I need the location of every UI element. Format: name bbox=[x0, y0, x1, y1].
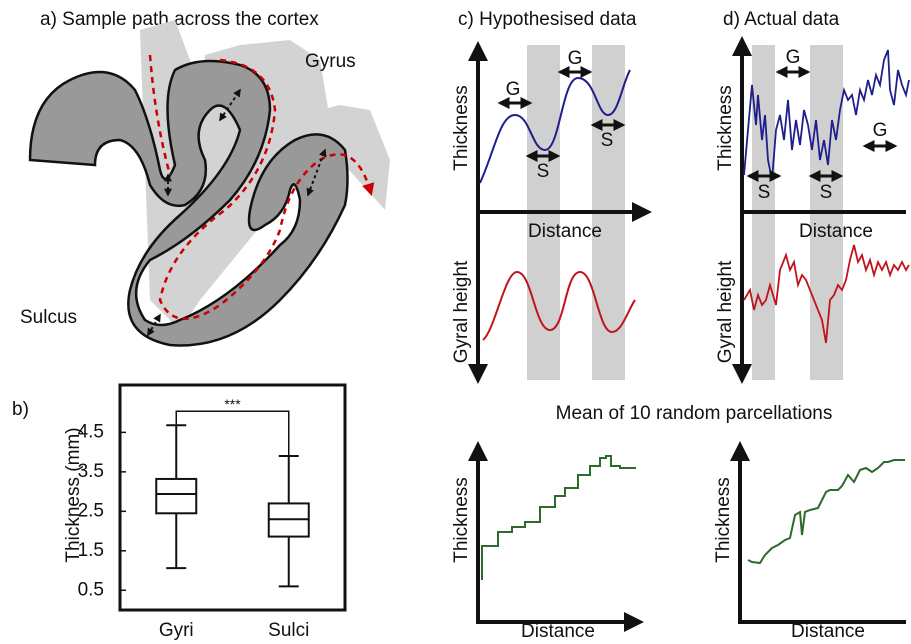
panel-d: d) Actual data Thickness Distance Gyral … bbox=[715, 9, 910, 384]
panel-title: c) Hypothesised data bbox=[458, 9, 637, 30]
thickness-curve bbox=[479, 69, 631, 184]
y-axis-label: Thickness bbox=[451, 85, 472, 171]
gyral-height-curve bbox=[743, 244, 910, 344]
panel-a: a) Sample path across the cortex Gyrus S… bbox=[20, 9, 390, 347]
y-tick-label: 2.5 bbox=[78, 500, 104, 521]
y-axis-label: Thickness bbox=[451, 477, 472, 563]
panel-title: d) Actual data bbox=[723, 9, 840, 30]
box bbox=[155, 477, 198, 515]
s-label: S bbox=[537, 161, 550, 182]
mean-thickness-curve bbox=[481, 455, 636, 580]
significance-label: *** bbox=[224, 396, 241, 412]
x-axis-label: Distance bbox=[799, 221, 873, 242]
section-title: Mean of 10 random parcellations bbox=[556, 403, 833, 424]
s-label: S bbox=[820, 182, 833, 203]
significance-bracket bbox=[175, 410, 290, 457]
y-tick-label: 3.5 bbox=[78, 461, 104, 482]
x-tick-label: Sulci bbox=[268, 620, 309, 641]
thickness-arrows bbox=[147, 88, 327, 337]
x-axis-label: Distance bbox=[791, 621, 865, 642]
sulcus-label: Sulcus bbox=[20, 307, 77, 328]
gyrus-label: Gyrus bbox=[305, 51, 356, 72]
y-axis-label: Gyral height bbox=[451, 260, 472, 363]
panel-title: a) Sample path across the cortex bbox=[40, 9, 319, 30]
x-axis-label: Distance bbox=[528, 221, 602, 242]
s-label: S bbox=[601, 130, 614, 151]
y-tick-label: 4.5 bbox=[78, 421, 104, 442]
panel-c: c) Hypothesised data Thickness Distance … bbox=[451, 9, 652, 384]
thickness-curve bbox=[743, 49, 910, 181]
panel-f: Thickness Distance bbox=[713, 441, 906, 642]
box-plot: Thickness (mm) bbox=[63, 383, 347, 612]
g-label: G bbox=[786, 47, 801, 68]
g-label: G bbox=[506, 79, 521, 100]
panel-label: b) bbox=[12, 399, 29, 420]
g-label: G bbox=[568, 48, 583, 69]
y-axis-label: Thickness (mm) bbox=[63, 427, 84, 562]
y-tick-label: 1.5 bbox=[78, 540, 104, 561]
plot-frame bbox=[118, 383, 347, 612]
x-tick-label: Gyri bbox=[159, 620, 194, 641]
panel-e: Thickness Distance bbox=[451, 441, 644, 642]
y-axis-label: Thickness bbox=[713, 477, 734, 563]
y-tick-label: 0.5 bbox=[78, 579, 104, 600]
mean-thickness-curve bbox=[747, 459, 905, 565]
y-axis-label: Thickness bbox=[715, 85, 736, 171]
gyral-height-curve bbox=[482, 270, 636, 341]
x-axis-label: Distance bbox=[521, 621, 595, 642]
y-axis-label: Gyral height bbox=[715, 260, 736, 363]
g-label: G bbox=[873, 120, 888, 141]
s-label: S bbox=[758, 182, 771, 203]
